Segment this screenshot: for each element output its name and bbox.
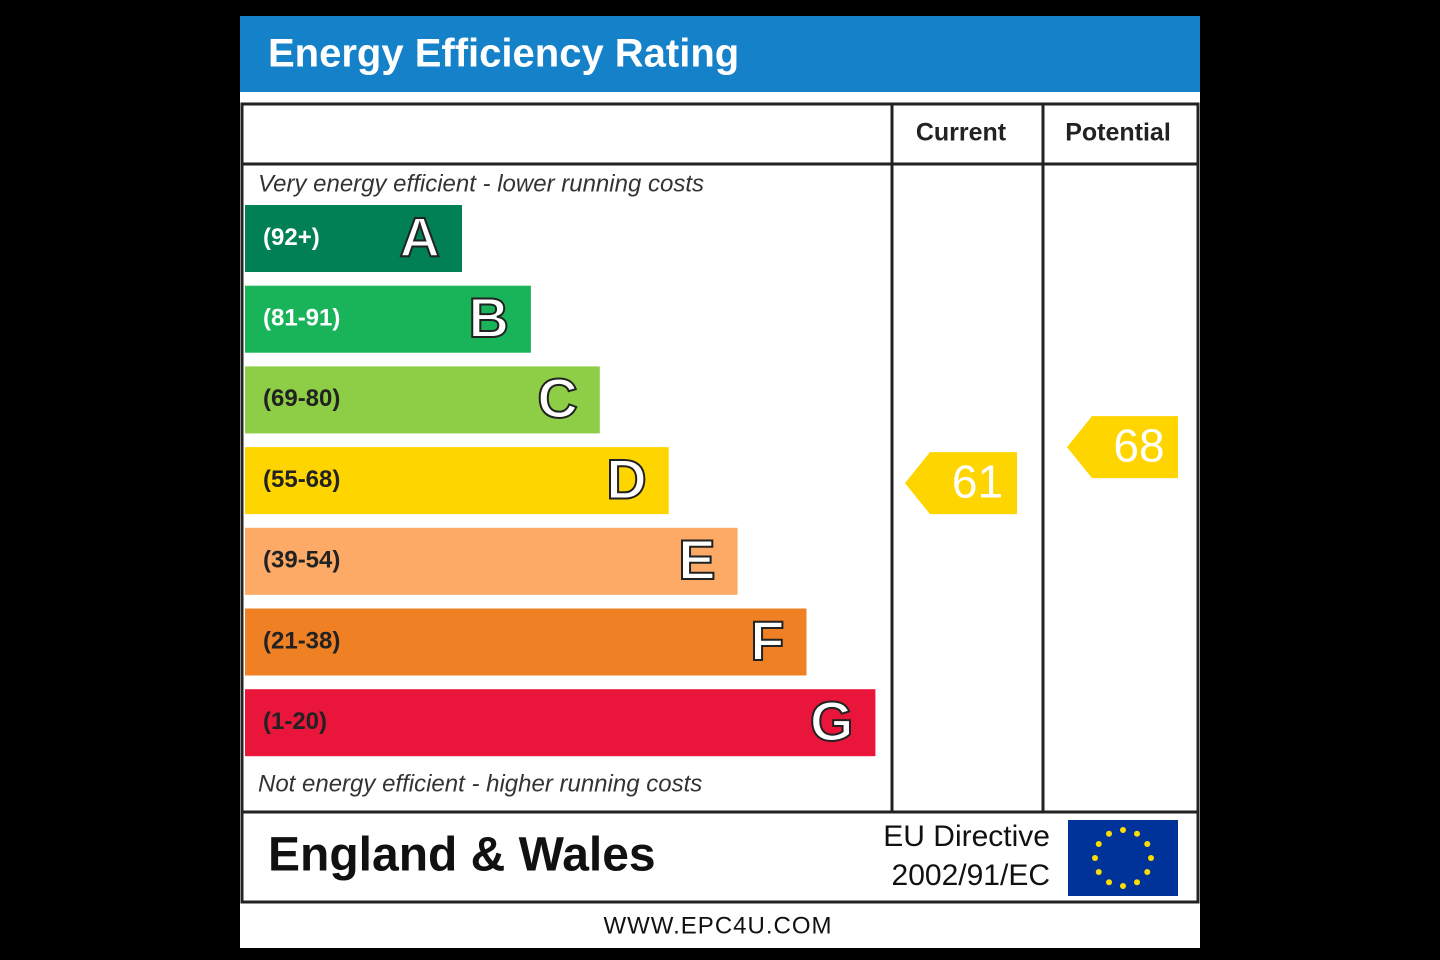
website: WWW.EPC4U.COM xyxy=(604,912,833,939)
flag-star xyxy=(1120,883,1126,889)
band-letter: F xyxy=(750,609,784,672)
band-letter: C xyxy=(537,367,577,430)
flag-star xyxy=(1095,869,1102,875)
bottom-note: Not energy efficient - higher running co… xyxy=(258,770,702,797)
band-range: (1-20) xyxy=(263,708,327,735)
band-range: (55-68) xyxy=(263,466,340,493)
region: England & Wales xyxy=(268,829,656,882)
chart-title: Energy Efficiency Rating xyxy=(268,32,739,76)
outer-box xyxy=(240,102,1200,904)
band-letter: B xyxy=(468,286,508,349)
band-bar xyxy=(245,366,600,434)
flag-star xyxy=(1144,841,1151,847)
flag-star xyxy=(1095,841,1102,847)
rating-value: 68 xyxy=(1113,419,1164,471)
top-note: Very energy efficient - lower running co… xyxy=(258,170,704,197)
band-letter: G xyxy=(810,689,854,752)
band-bar xyxy=(245,689,876,757)
directive-line: 2002/91/EC xyxy=(892,859,1050,892)
flag-star xyxy=(1144,869,1151,875)
flag-star xyxy=(1106,830,1112,837)
band-range: (39-54) xyxy=(263,547,340,574)
band-bar xyxy=(245,205,462,272)
band-letter: E xyxy=(678,528,715,591)
flag-star xyxy=(1106,879,1112,886)
column-header: Current xyxy=(916,119,1007,147)
flag-star xyxy=(1148,855,1154,861)
band-bar xyxy=(245,285,531,353)
band-range: (69-80) xyxy=(263,385,340,412)
band-bar xyxy=(245,608,807,676)
flag-star xyxy=(1120,827,1126,833)
flag-star xyxy=(1092,855,1098,861)
band-letter: A xyxy=(400,205,440,268)
band-bar xyxy=(245,527,738,595)
rating-value: 61 xyxy=(952,455,1003,507)
rating-arrow xyxy=(905,452,1017,515)
flag-star xyxy=(1134,879,1140,886)
header-bar xyxy=(240,16,1200,92)
column-header: Potential xyxy=(1065,119,1171,147)
table-frame xyxy=(240,102,1200,904)
flag-star xyxy=(1134,830,1140,837)
band-bar xyxy=(245,447,669,515)
eu-flag xyxy=(1068,820,1178,896)
band-letter: D xyxy=(606,447,646,510)
band-range: (21-38) xyxy=(263,627,340,654)
directive-line: EU Directive xyxy=(883,820,1050,853)
band-range: (81-91) xyxy=(263,305,340,332)
rating-arrow xyxy=(1067,416,1178,479)
band-range: (92+) xyxy=(263,224,320,251)
